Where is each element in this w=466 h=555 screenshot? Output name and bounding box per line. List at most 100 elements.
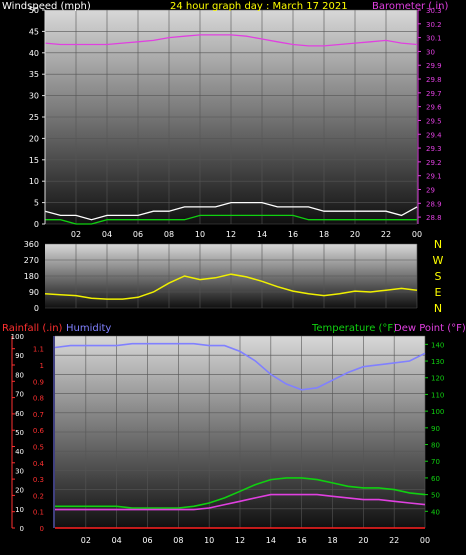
y-tick-label: 30 (29, 92, 39, 101)
rain-tick-label: 0.3 (33, 476, 44, 484)
y-tick-label: 180 (24, 272, 39, 281)
y-right-tick-label: 29.9 (426, 62, 442, 70)
dewpoint-axis-label: Dew Point (°F) (394, 323, 466, 334)
x-tick-label: 16 (297, 536, 307, 545)
compass-label: N (434, 302, 442, 315)
y-tick-label: 25 (29, 113, 39, 122)
y-tick-label: 270 (24, 256, 39, 265)
y-right-tick-label: 29 (426, 186, 435, 194)
barometer-axis-label: Barometer (.in) (372, 1, 448, 12)
x-tick-label: 20 (350, 230, 360, 239)
series-line-temperature (55, 477, 426, 509)
rain-tick-label: 0.1 (33, 509, 44, 517)
temperature-tick-label: 100 (431, 408, 444, 416)
series-line-wind-speed (45, 214, 417, 225)
rain-tick-label: 1 (40, 362, 44, 370)
humidity-tick-label: 30 (15, 467, 24, 475)
humidity-tick-label: 100 (11, 333, 24, 341)
x-tick-label: 06 (142, 536, 152, 545)
series-group (44, 273, 418, 300)
rain-tick-label: 0.6 (33, 427, 45, 435)
x-tick-label: 14 (266, 536, 276, 545)
y-axis-left: 0 5 10 15 20 25 30 35 40 45 50 (29, 6, 46, 229)
humidity-tick-label: 60 (15, 410, 24, 418)
x-tick-label: 14 (257, 230, 267, 239)
y-right-tick-label: 29.5 (426, 117, 442, 125)
humidity-tick-label: 90 (15, 352, 24, 360)
x-tick-label: 04 (102, 230, 112, 239)
y-right-tick-label: 29.6 (426, 104, 442, 112)
y-right-tick-label: 30.2 (426, 21, 442, 29)
x-tick-label: 00 (412, 230, 422, 239)
rain-tick-label: 0.4 (33, 460, 45, 468)
y-tick-label: 40 (29, 49, 39, 58)
rain-tick-label: 1.1 (33, 346, 44, 354)
humidity-tick-label: 80 (15, 371, 24, 379)
rain-tick-label: 0 (40, 525, 44, 533)
y-tick-label: 5 (34, 199, 39, 208)
humidity-temperature-panel: 0 0.1 0.2 0.3 0.4 0.5 0.6 0.7 0.8 0.9 1 1.1 0 10 20 30… (2, 323, 466, 545)
temperature-tick-label: 120 (431, 375, 444, 383)
x-tick-label: 02 (71, 230, 81, 239)
y-axis-left: 0 90 180 270 360 (24, 240, 39, 313)
rain-tick-label: 0.8 (33, 395, 44, 403)
humidity-tick-label: 10 (15, 506, 24, 514)
chart-title: 24 hour graph day : March 17 2021 (170, 1, 348, 12)
series-group (54, 342, 426, 529)
series-group (44, 34, 418, 225)
y-tick-label: 45 (29, 27, 39, 36)
y-right-tick-label: 29.3 (426, 145, 442, 153)
x-tick-label: 18 (327, 536, 337, 545)
series-line-wind-gust (44, 201, 418, 221)
y-right-tick-label: 28.8 (426, 214, 442, 222)
x-tick-label: 12 (235, 536, 245, 545)
compass-label: W (433, 254, 444, 267)
x-tick-label: 02 (81, 536, 91, 545)
temperature-tick-label: 40 (431, 508, 440, 516)
humidity-tick-label: 0 (20, 525, 24, 533)
series-line-humidity (54, 342, 426, 391)
compass-label: E (435, 286, 442, 299)
series-line-dew-point (55, 493, 426, 511)
grid (45, 243, 418, 309)
y-right-tick-label: 29.1 (426, 173, 442, 181)
temperature-tick-label: 130 (431, 358, 444, 366)
temperature-tick-label: 60 (431, 475, 440, 483)
y-right-tick-label: 30.3 (426, 7, 442, 15)
y-right-tick-label: 29.7 (426, 90, 442, 98)
temperature-tick-label: 50 (431, 492, 440, 500)
rainfall-axis-label: Rainfall (.in) (2, 323, 63, 334)
x-tick-label: 08 (173, 536, 183, 545)
y-tick-label: 360 (24, 240, 39, 249)
x-tick-label: 16 (288, 230, 298, 239)
temperature-tick-label: 70 (431, 458, 440, 466)
y-right-tick-label: 29.2 (426, 159, 442, 167)
x-tick-label: 22 (389, 536, 399, 545)
y-right-tick-label: 29.4 (426, 131, 442, 139)
y-tick-label: 90 (29, 288, 39, 297)
x-tick-label: 20 (358, 536, 368, 545)
windspeed-axis-label: Windspeed (mph) (2, 1, 91, 12)
x-axis: 02 04 06 08 10 12 14 16 18 20 22 00 (71, 230, 422, 239)
x-tick-label: 12 (226, 230, 236, 239)
rain-tick-label: 0.7 (33, 411, 44, 419)
series-line-wind-direction (44, 273, 418, 300)
temperature-tick-label: 140 (431, 341, 444, 349)
humidity-axis-label: Humidity (66, 323, 111, 334)
y-axis-right: 28.8 28.9 29 29.1 29.2 29.3 29.4 29.5 29.6 29.7 29… (417, 7, 442, 224)
y-right-tick-label: 29.8 (426, 76, 442, 84)
humidity-tick-label: 20 (15, 487, 24, 495)
y-tick-label: 35 (29, 70, 39, 79)
rain-tick-label: 0.5 (33, 444, 44, 452)
temperature-tick-label: 110 (431, 391, 444, 399)
y-tick-label: 15 (29, 156, 39, 165)
y-tick-label: 20 (29, 134, 39, 143)
rain-tick-label: 0.2 (33, 492, 44, 500)
x-tick-label: 06 (133, 230, 143, 239)
y-axis-temperature: 40 50 60 70 80 90 100 110 120 130 140 (425, 341, 444, 516)
